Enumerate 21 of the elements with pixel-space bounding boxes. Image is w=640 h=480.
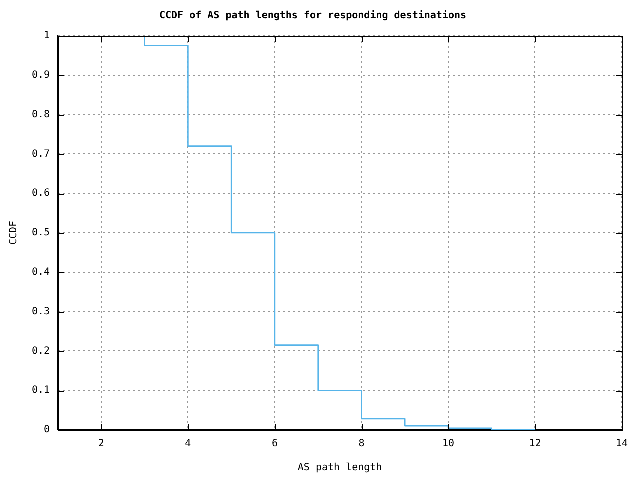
x-tick-label: 14: [616, 438, 628, 450]
y-tick-label: 0: [44, 424, 50, 436]
y-tick-label: 0.6: [32, 188, 50, 200]
y-tick-label: 0.4: [32, 266, 50, 278]
x-tick-label: 2: [98, 438, 104, 450]
x-tick-label: 8: [358, 438, 365, 450]
y-tick-label: 0.7: [32, 148, 50, 160]
y-tick-label: 0.5: [32, 228, 50, 239]
y-tick-label: 0.3: [32, 306, 50, 318]
y-tick-label: 0.9: [32, 70, 50, 81]
chart-title: CCDF of AS path lengths for responding destinations: [159, 10, 467, 22]
y-tick-label: 0.8: [32, 109, 50, 120]
y-tick-label: 1: [44, 30, 50, 42]
x-axis-title: AS path length: [298, 462, 382, 474]
x-tick-label: 12: [529, 438, 542, 450]
x-tick-label: 6: [272, 438, 278, 450]
y-axis-title: CCDF: [8, 220, 20, 246]
y-tick-label: 0.1: [32, 385, 50, 396]
y-tick-label: 0.2: [32, 346, 50, 357]
x-tick-label: 4: [185, 438, 192, 450]
x-tick-label: 10: [442, 438, 455, 450]
